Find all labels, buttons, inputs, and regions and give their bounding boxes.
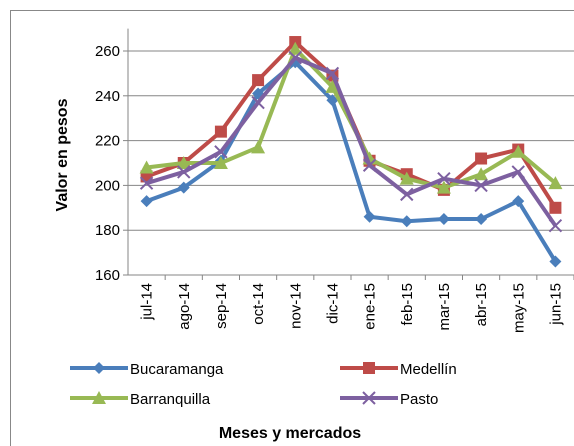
y-tick-label: 220 bbox=[95, 133, 120, 150]
y-tick-label: 160 bbox=[95, 267, 120, 284]
marker bbox=[213, 156, 228, 169]
x-tick-label: jul-14 bbox=[139, 283, 156, 321]
marker bbox=[475, 213, 488, 225]
marker bbox=[548, 176, 563, 190]
legend-marker bbox=[92, 391, 106, 404]
marker bbox=[176, 156, 191, 169]
x-tick-label: sep-14 bbox=[213, 283, 230, 329]
x-tick-label: ago-14 bbox=[176, 283, 193, 330]
marker bbox=[511, 144, 526, 158]
marker bbox=[325, 66, 340, 81]
marker bbox=[437, 171, 451, 186]
series-line bbox=[146, 55, 558, 227]
marker bbox=[475, 152, 488, 165]
y-tick-label: 180 bbox=[95, 222, 120, 239]
legend-marker bbox=[362, 391, 376, 405]
legend-label: Pasto bbox=[400, 391, 438, 408]
legend-label: Barranquilla bbox=[130, 391, 211, 408]
y-axis-title: Valor en pesos bbox=[54, 98, 71, 211]
legend-marker bbox=[93, 362, 105, 374]
y-tick-label: 240 bbox=[95, 88, 120, 105]
marker bbox=[214, 125, 227, 138]
y-tick-label: 200 bbox=[95, 177, 120, 194]
marker bbox=[400, 187, 414, 202]
marker bbox=[362, 158, 377, 172]
x-tick-label: ene-15 bbox=[362, 283, 379, 330]
x-tick-label: oct-14 bbox=[250, 283, 267, 325]
marker bbox=[436, 180, 451, 194]
marker bbox=[288, 41, 303, 55]
marker bbox=[399, 171, 414, 185]
marker bbox=[326, 94, 339, 107]
x-axis-title: Meses y mercados bbox=[219, 425, 361, 442]
legend-label: Medellín bbox=[400, 361, 457, 378]
marker bbox=[549, 255, 562, 268]
marker bbox=[251, 140, 266, 154]
x-tick-label: dic-14 bbox=[324, 283, 341, 324]
x-tick-label: jun-15 bbox=[547, 283, 564, 326]
marker bbox=[325, 79, 340, 93]
marker bbox=[177, 165, 191, 179]
marker bbox=[251, 95, 265, 110]
legend-marker bbox=[363, 362, 375, 374]
marker bbox=[474, 167, 489, 181]
marker bbox=[511, 165, 525, 179]
marker bbox=[512, 195, 525, 208]
marker bbox=[177, 181, 190, 194]
x-tick-label: nov-14 bbox=[287, 283, 304, 329]
x-tick-label: feb-15 bbox=[399, 283, 416, 326]
chart-frame bbox=[10, 10, 574, 446]
y-tick-label: 260 bbox=[95, 43, 120, 60]
marker bbox=[437, 213, 450, 225]
legend-label: Bucaramanga bbox=[130, 361, 224, 378]
x-tick-label: may-15 bbox=[510, 283, 527, 333]
marker bbox=[363, 210, 376, 223]
marker bbox=[288, 51, 302, 65]
x-tick-label: mar-15 bbox=[436, 283, 453, 331]
series-line bbox=[145, 60, 558, 263]
marker bbox=[400, 215, 413, 228]
marker bbox=[549, 201, 562, 214]
marker bbox=[252, 74, 265, 87]
marker bbox=[474, 178, 488, 193]
marker bbox=[139, 160, 154, 174]
marker bbox=[140, 195, 153, 208]
marker bbox=[548, 219, 563, 233]
marker bbox=[214, 145, 228, 159]
marker bbox=[139, 176, 154, 190]
x-tick-label: abr-15 bbox=[473, 283, 490, 326]
